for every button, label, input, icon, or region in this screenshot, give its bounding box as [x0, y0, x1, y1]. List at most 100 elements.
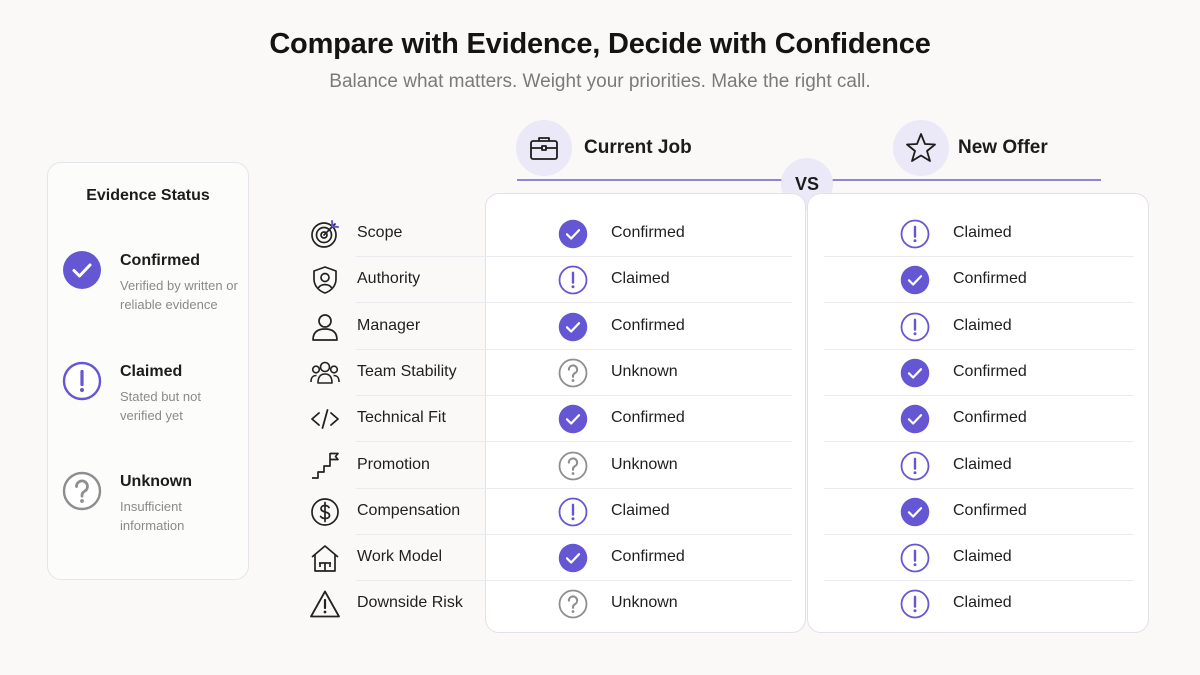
row-divider [356, 441, 792, 443]
dollar-icon [309, 496, 341, 528]
claimed-status-icon [900, 312, 930, 342]
row-divider [824, 533, 1134, 535]
legend-label: Claimed [120, 363, 183, 380]
comparison-row: Downside Risk Unknown Claimed [0, 580, 1200, 626]
comparison-row: Compensation Claimed Confirmed [0, 488, 1200, 535]
row-divider [824, 394, 1134, 396]
confirmed-status-icon [558, 219, 588, 249]
category-label-compensation: Compensation [357, 501, 461, 519]
target-icon [309, 218, 341, 250]
claimed-status-icon [900, 543, 930, 573]
row-divider [824, 441, 1134, 443]
current-job-card [485, 193, 806, 633]
code-icon [309, 403, 341, 435]
header-line-left [517, 179, 782, 181]
legend-description: Stated but not verified yet [120, 389, 201, 423]
legend-title: Evidence Status [86, 187, 210, 204]
row-divider [824, 348, 1134, 350]
category-label-downside-risk: Downside Risk [357, 594, 463, 612]
unknown-status-icon [558, 589, 588, 619]
shield-user-icon [309, 264, 341, 296]
current-job-status: Confirmed [611, 224, 685, 241]
row-divider [356, 580, 792, 582]
category-label-scope: Scope [357, 224, 403, 241]
confirmed-check-icon [62, 250, 102, 295]
claimed-status-icon [558, 265, 588, 295]
comparison-row: Authority Claimed Confirmed [0, 256, 1200, 304]
current-job-status: Claimed [611, 501, 670, 519]
comparison-row: Promotion Unknown Claimed [0, 442, 1200, 489]
house-desk-icon [309, 542, 341, 574]
current-job-status: Claimed [611, 270, 670, 288]
warning-icon [309, 588, 341, 620]
row-divider [356, 487, 792, 489]
legend-label: Confirmed [120, 252, 200, 269]
new-offer-status: Claimed [953, 594, 1012, 612]
page-title: Compare with Evidence, Decide with Confi… [269, 28, 931, 60]
new-offer-card [807, 193, 1149, 633]
confirmed-status-icon [900, 404, 930, 434]
person-icon [309, 311, 341, 343]
current-job-status: Unknown [611, 455, 678, 473]
new-offer-status: Claimed [953, 455, 1012, 473]
evidence-status-legend: Evidence Status Confirmed Verified by wr… [47, 162, 249, 580]
new-offer-status: Confirmed [953, 362, 1027, 380]
current-job-status: Confirmed [611, 548, 685, 566]
briefcase-icon [516, 120, 572, 176]
legend-description: Insufficient information [120, 499, 185, 533]
row-divider [356, 302, 792, 304]
confirmed-status-icon [900, 497, 930, 527]
current-job-status: Confirmed [611, 409, 685, 427]
row-divider [356, 394, 792, 396]
claimed-status-icon [900, 451, 930, 481]
star-icon [893, 120, 949, 176]
confirmed-status-icon [558, 404, 588, 434]
row-divider [824, 487, 1134, 489]
page-subtitle: Balance what matters. Weight your priori… [329, 71, 871, 92]
new-offer-status: Claimed [953, 548, 1012, 566]
current-job-label: Current Job [584, 137, 692, 158]
confirmed-status-icon [900, 265, 930, 295]
unknown-status-icon [558, 451, 588, 481]
comparison-row: Manager Confirmed Claimed [0, 303, 1200, 350]
new-offer-status: Claimed [953, 316, 1012, 334]
category-label-manager: Manager [357, 316, 421, 334]
unknown-status-icon [558, 358, 588, 388]
new-offer-status: Confirmed [953, 501, 1027, 519]
row-divider [824, 580, 1134, 582]
row-divider [356, 348, 792, 350]
comparison-row: Team Stability Unknown Confirmed [0, 349, 1200, 396]
row-divider [824, 256, 1134, 257]
current-job-status: Unknown [611, 594, 678, 612]
comparison-row: Technical Fit Confirmed Confirmed [0, 395, 1200, 443]
comparison-row: Scope Confirmed Claimed [0, 210, 1200, 257]
row-divider [356, 533, 792, 535]
new-offer-status: Confirmed [953, 409, 1027, 427]
category-label-work-model: Work Model [357, 548, 443, 566]
new-offer-label: New Offer [958, 137, 1048, 158]
legend-label: Unknown [120, 473, 192, 490]
claimed-status-icon [558, 497, 588, 527]
claimed-status-icon [900, 589, 930, 619]
team-icon [309, 357, 341, 389]
confirmed-status-icon [558, 312, 588, 342]
new-offer-status: Claimed [953, 224, 1012, 241]
row-divider [824, 302, 1134, 304]
current-job-status: Unknown [611, 362, 678, 380]
category-label-promotion: Promotion [357, 455, 430, 473]
current-job-status: Confirmed [611, 316, 685, 334]
claimed-exclamation-icon [62, 361, 102, 406]
unknown-question-icon [62, 471, 102, 516]
category-label-authority: Authority [357, 270, 421, 288]
confirmed-status-icon [558, 543, 588, 573]
claimed-status-icon [900, 219, 930, 249]
comparison-row: Work Model Confirmed Claimed [0, 534, 1200, 582]
new-offer-status: Confirmed [953, 270, 1027, 288]
header-line-right [832, 179, 1101, 181]
confirmed-status-icon [900, 358, 930, 388]
category-label-team-stability: Team Stability [357, 362, 457, 380]
category-label-technical-fit: Technical Fit [357, 409, 446, 427]
stairs-flag-icon [309, 450, 341, 482]
row-divider [356, 256, 792, 257]
legend-description: Verified by written or reliable evidence [120, 278, 238, 312]
